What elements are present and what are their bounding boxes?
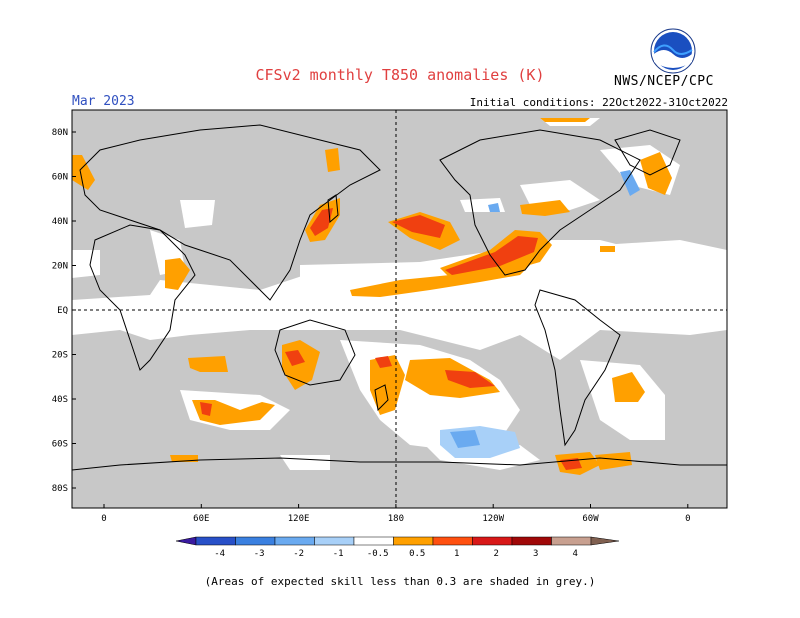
lon-label: 120E	[288, 514, 310, 524]
colorbar-label: -4	[214, 549, 225, 559]
colorbar-box	[314, 536, 355, 546]
colorbar-label: -3	[254, 549, 265, 559]
colorbar-label: -2	[293, 549, 304, 559]
colorbar-box	[353, 536, 394, 546]
coastlines	[72, 124, 727, 471]
colorbar-label: -1	[333, 549, 344, 559]
lon-label: 180	[388, 514, 404, 524]
colorbar	[175, 536, 620, 546]
footnote: (Areas of expected skill less than 0.3 a…	[204, 575, 596, 588]
initial-conditions: Initial conditions: 22Oct2022-31Oct2022	[469, 96, 728, 109]
lat-label: 60N	[52, 173, 68, 183]
colorbar-left-arrow	[175, 536, 197, 546]
colorbar-label: 2	[493, 549, 498, 559]
lat-label: EQ	[57, 306, 68, 316]
colorbar-label: -0.5	[367, 549, 389, 559]
colorbar-box	[274, 536, 315, 546]
colorbar-box	[393, 536, 434, 546]
colorbar-box	[432, 536, 473, 546]
lat-label: 80S	[52, 484, 68, 494]
lat-label: 40N	[52, 217, 68, 227]
colorbar-right-arrow	[590, 536, 620, 546]
noaa-logo-icon	[650, 28, 696, 74]
colorbar-box	[472, 536, 513, 546]
lon-label: 60W	[582, 514, 599, 524]
colorbar-label: 3	[533, 549, 538, 559]
colorbar-box	[195, 536, 236, 546]
cool-anomalies	[440, 170, 640, 458]
lat-label: 20S	[52, 351, 68, 361]
lon-label: 0	[685, 514, 690, 524]
lon-label: 60E	[193, 514, 209, 524]
lat-label: 40S	[52, 395, 68, 405]
lon-label: 0	[101, 514, 106, 524]
agency-label: NWS/NCEP/CPC	[614, 74, 714, 89]
colorbar-label: 0.5	[409, 549, 425, 559]
valid-month: Mar 2023	[72, 94, 135, 109]
map-title: CFSv2 monthly T850 anomalies (K)	[255, 66, 545, 84]
lat-label: 20N	[52, 262, 68, 272]
colorbar-box	[235, 536, 276, 546]
lat-label: 60S	[52, 440, 68, 450]
colorbar-label: 1	[454, 549, 459, 559]
colorbar-box	[551, 536, 592, 546]
skill-region-tropics	[72, 240, 727, 360]
colorbar-label: 4	[572, 549, 577, 559]
lat-label: 80N	[52, 128, 68, 138]
colorbar-box	[511, 536, 552, 546]
map-frame	[71, 109, 728, 509]
lon-label: 120W	[482, 514, 504, 524]
